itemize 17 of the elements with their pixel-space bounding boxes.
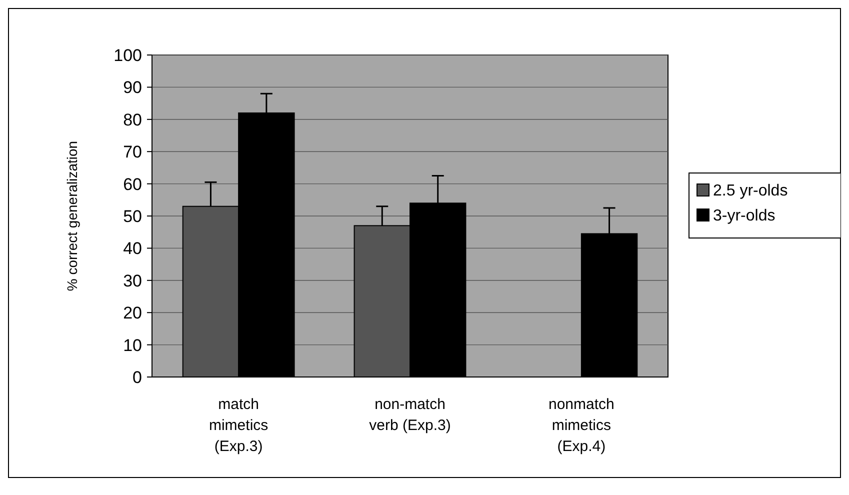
legend-label: 3-yr-olds bbox=[713, 208, 776, 225]
y-tick-label: 100 bbox=[114, 46, 142, 65]
y-tick-label: 20 bbox=[123, 304, 142, 323]
x-tick-label: non-match verb (Exp.3) bbox=[369, 396, 451, 434]
y-axis-title: % correct generalization bbox=[64, 140, 80, 292]
x-tick-label: match mimetics (Exp.3) bbox=[208, 396, 268, 455]
y-tick-label: 30 bbox=[123, 271, 142, 290]
y-tick-label: 90 bbox=[123, 78, 142, 98]
y-tick-label: 50 bbox=[123, 206, 142, 226]
y-tick-label: 60 bbox=[123, 174, 142, 194]
x-tick-label: nonmatch mimetics (Exp.4) bbox=[548, 396, 614, 455]
y-tick-label: 80 bbox=[123, 110, 142, 130]
y-tick-label: 0 bbox=[132, 368, 142, 387]
legend-label: 2.5 yr-olds bbox=[713, 182, 788, 200]
y-tick-label: 70 bbox=[123, 142, 142, 162]
y-tick-label: 40 bbox=[123, 239, 142, 258]
y-tick-label: 10 bbox=[123, 336, 142, 355]
